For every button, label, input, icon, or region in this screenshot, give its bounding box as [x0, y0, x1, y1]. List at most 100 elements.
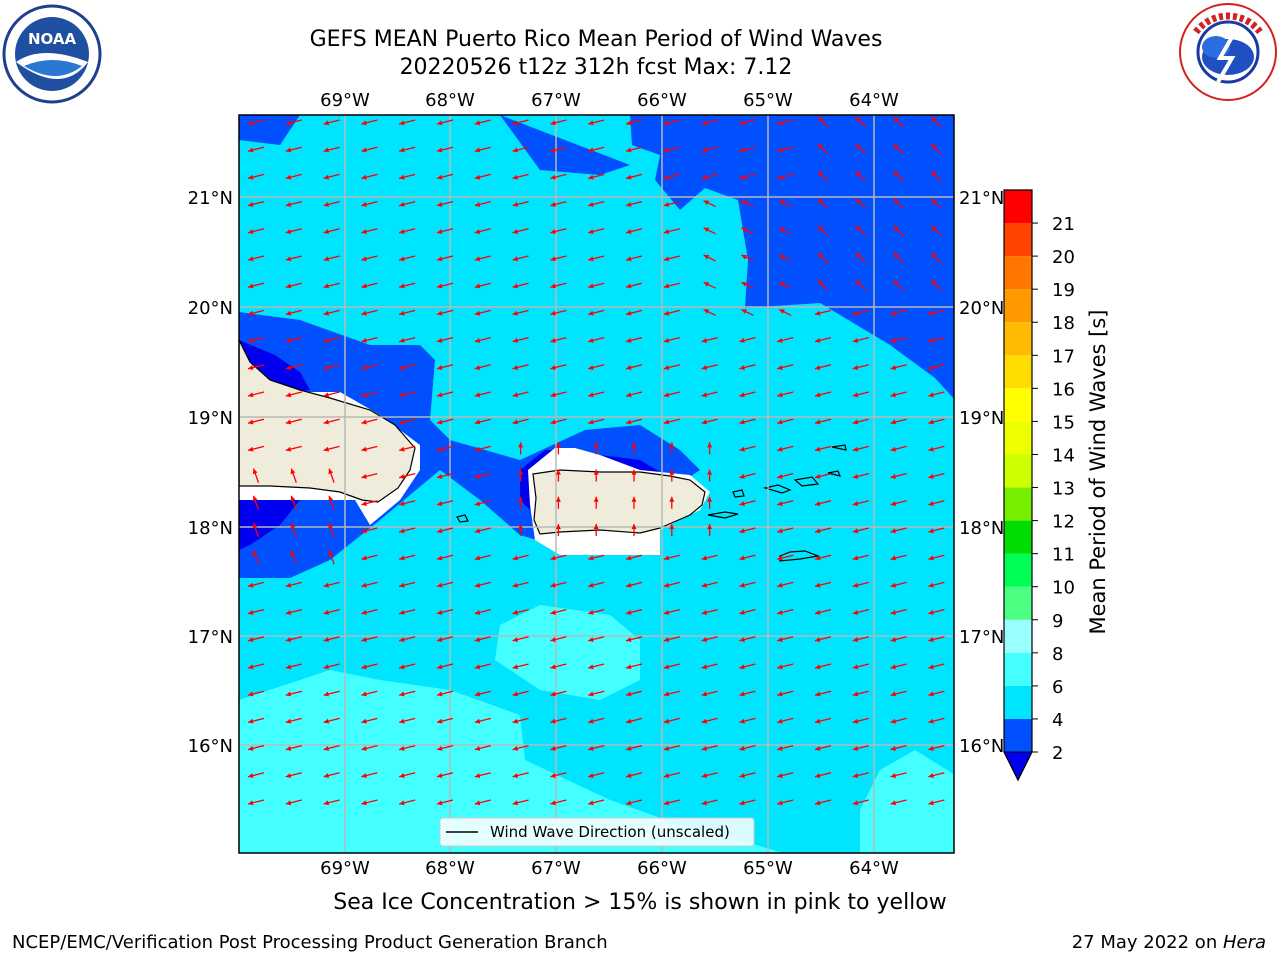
direction-arrow-head — [437, 773, 443, 779]
direction-arrow-head — [890, 337, 897, 343]
direction-arrow-head — [361, 800, 367, 806]
direction-arrow-head — [248, 201, 254, 207]
direction-arrow-head — [928, 501, 934, 507]
direction-arrow-head — [890, 582, 897, 588]
direction-arrow-head — [626, 392, 632, 398]
direction-arrow-head — [290, 495, 296, 502]
direction-arrow-head — [512, 555, 519, 561]
direction-arrow-head — [852, 664, 859, 670]
direction-arrow-head — [663, 337, 670, 343]
direction-arrow-head — [285, 745, 292, 751]
legend-label: Wind Wave Direction (unscaled) — [490, 823, 730, 841]
direction-arrow-head — [399, 718, 405, 724]
direction-arrow-head — [399, 283, 405, 289]
direction-arrow-head — [437, 310, 443, 316]
direction-arrow-head — [399, 174, 405, 180]
direction-arrow-head — [399, 310, 405, 316]
colorbar-tick-label: 21 — [1052, 214, 1075, 235]
lon-label-top: 64°W — [849, 90, 899, 111]
colorbar-tick-label: 12 — [1052, 512, 1075, 533]
direction-arrow-head — [777, 609, 783, 615]
direction-arrow-head — [626, 419, 632, 425]
direction-arrow-head — [399, 555, 405, 561]
direction-arrow-head — [928, 745, 934, 751]
direction-arrow-head — [323, 174, 330, 180]
direction-arrow-head — [663, 201, 670, 207]
direction-arrow-head — [663, 718, 670, 724]
colorbar: 2 4 6 8 9 10 11 12 13 14 15 16 17 18 19 20 21 — [1003, 189, 1075, 782]
direction-arrow-head — [739, 473, 745, 479]
colorbar-segment — [1004, 520, 1032, 554]
direction-arrow-head — [248, 582, 254, 588]
direction-arrow-head — [285, 718, 292, 724]
colorbar-tick-label: 4 — [1052, 710, 1063, 731]
direction-arrow-head — [741, 309, 747, 314]
direction-arrow-head — [474, 664, 481, 670]
colorbar-segment — [1004, 322, 1032, 356]
colorbar-tick-label: 18 — [1052, 313, 1075, 334]
colorbar-tick-label: 13 — [1052, 479, 1075, 500]
direction-arrow-head — [474, 691, 481, 697]
direction-arrow-head — [931, 253, 937, 259]
direction-arrow-head — [631, 524, 637, 529]
direction-arrow-head — [739, 718, 745, 724]
colorbar-tick-label: 17 — [1052, 346, 1075, 367]
direction-arrow-head — [815, 637, 821, 643]
direction-arrow-head — [852, 745, 859, 751]
direction-arrow-head — [707, 524, 713, 529]
direction-arrow-head — [852, 800, 859, 806]
period-band-6-8-south — [495, 605, 640, 700]
direction-arrow-head — [512, 365, 519, 371]
direction-arrow-head — [588, 392, 594, 398]
direction-arrow-head — [285, 310, 292, 316]
direction-arrow-head — [399, 419, 405, 425]
land-vieques — [707, 511, 739, 519]
direction-arrow-head — [248, 365, 254, 371]
lat-label-right: 21°N — [959, 188, 1004, 209]
direction-arrow-head — [777, 555, 783, 561]
direction-arrow-head — [588, 147, 594, 153]
direction-arrow-head — [248, 229, 254, 235]
direction-arrow-head — [437, 283, 443, 289]
colorbar-tick-label: 15 — [1052, 412, 1075, 433]
direction-arrow-head — [550, 800, 556, 806]
direction-arrow-head — [474, 147, 481, 153]
direction-arrow-head — [361, 664, 367, 670]
direction-arrow-head — [890, 310, 897, 316]
direction-arrow-head — [931, 117, 937, 123]
direction-arrow-head — [815, 664, 821, 670]
direction-arrow-head — [550, 555, 556, 561]
svg-text:NOAA: NOAA — [28, 30, 77, 48]
direction-arrow-head — [818, 171, 824, 177]
direction-arrow-head — [588, 419, 594, 425]
direction-arrow-head — [555, 469, 561, 475]
direction-arrow-head — [248, 337, 254, 343]
direction-arrow-head — [663, 691, 670, 697]
direction-arrow-head — [890, 473, 897, 479]
direction-arrow-head — [518, 442, 524, 448]
direction-arrow-head — [437, 745, 443, 751]
direction-arrow-head — [626, 365, 632, 371]
direction-arrow-head — [323, 637, 330, 643]
direction-arrow-head — [588, 256, 594, 262]
direction-arrow-head — [777, 773, 783, 779]
direction-arrow-head — [361, 201, 367, 207]
direction-arrow-head — [323, 392, 330, 398]
direction-arrow-head — [550, 637, 556, 643]
direction-arrow-head — [512, 392, 519, 398]
direction-arrow-head — [588, 637, 594, 643]
direction-arrow-head — [323, 256, 330, 262]
direction-arrow-head — [588, 337, 594, 343]
direction-arrow-head — [290, 523, 296, 529]
direction-arrow-head — [626, 745, 632, 751]
lon-label-top: 65°W — [743, 90, 793, 111]
direction-arrow-head — [518, 524, 524, 529]
direction-arrow-head — [701, 365, 708, 371]
direction-arrow-head — [550, 773, 556, 779]
direction-arrow-head — [399, 691, 405, 697]
direction-arrow-head — [928, 582, 934, 588]
direction-arrow-head — [852, 501, 859, 507]
land-anegada — [831, 444, 847, 451]
colorbar-label: Mean Period of Wind Waves [s] — [1086, 310, 1110, 635]
direction-arrow-head — [931, 198, 937, 204]
